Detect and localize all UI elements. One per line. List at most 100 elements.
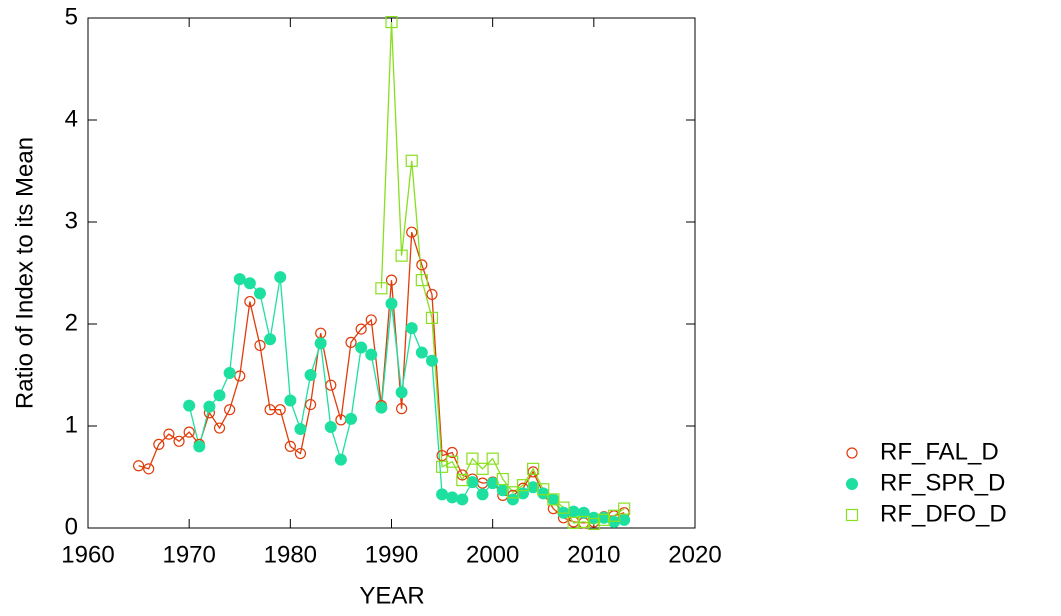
x-tick-label: 1960 [61, 541, 114, 568]
marker [577, 506, 590, 519]
y-tick-label: 2 [65, 309, 78, 336]
marker [183, 399, 196, 412]
marker [213, 389, 226, 402]
x-axis-label: YEAR [359, 582, 424, 609]
marker [587, 511, 600, 524]
marker [486, 452, 499, 465]
marker [486, 477, 499, 490]
marker [446, 491, 459, 504]
marker [304, 369, 317, 381]
marker [496, 472, 509, 486]
marker [396, 403, 408, 415]
y-tick-label: 5 [65, 3, 78, 30]
marker [846, 447, 858, 459]
marker [395, 386, 408, 399]
marker [153, 438, 165, 450]
marker [557, 501, 570, 514]
marker [385, 274, 398, 286]
marker [416, 259, 428, 271]
marker [345, 412, 358, 425]
marker [517, 487, 530, 500]
marker [425, 311, 439, 324]
marker [294, 447, 307, 460]
legend-label: RF_SPR_D [880, 469, 1005, 496]
marker [597, 513, 611, 526]
marker [163, 428, 175, 440]
y-tick-label: 3 [65, 207, 78, 234]
marker [527, 462, 540, 475]
marker [547, 493, 560, 506]
marker [203, 400, 216, 413]
marker [506, 486, 519, 499]
marker [846, 478, 858, 490]
y-axis-label: Ratio of Index to its Mean [11, 137, 38, 409]
y-tick-label: 4 [65, 105, 78, 132]
marker [253, 287, 266, 300]
marker [274, 404, 286, 416]
marker [456, 473, 469, 487]
marker [193, 440, 206, 453]
marker [436, 488, 449, 501]
y-tick-label: 0 [65, 513, 78, 540]
marker [365, 314, 377, 326]
legend-label: RF_FAL_D [880, 438, 999, 465]
marker [375, 282, 388, 295]
marker [618, 502, 631, 515]
marker [345, 336, 357, 348]
marker [496, 484, 509, 497]
marker [223, 366, 236, 379]
marker [587, 517, 600, 531]
marker [274, 271, 287, 284]
marker [395, 249, 408, 262]
marker [476, 462, 489, 475]
marker [334, 453, 347, 466]
x-tick-label: 2020 [668, 541, 721, 568]
marker [426, 288, 438, 301]
marker [385, 297, 398, 310]
marker [415, 274, 428, 287]
marker [547, 493, 560, 506]
marker [233, 273, 246, 286]
marker [436, 449, 448, 462]
marker [314, 337, 327, 350]
x-tick-label: 2000 [466, 541, 519, 568]
marker [254, 339, 266, 352]
marker [264, 333, 277, 346]
marker [294, 423, 307, 436]
x-tick-label: 1970 [162, 541, 215, 568]
marker [243, 277, 256, 290]
marker [355, 341, 368, 354]
x-tick-label: 1980 [264, 541, 317, 568]
marker [577, 515, 590, 528]
marker [213, 422, 226, 434]
marker [132, 460, 145, 472]
marker [405, 322, 418, 335]
marker [183, 426, 195, 438]
marker [143, 463, 155, 475]
marker [607, 509, 621, 522]
marker [466, 452, 479, 465]
marker [365, 348, 378, 361]
marker [415, 346, 428, 359]
marker [466, 476, 479, 489]
marker [516, 479, 530, 492]
marker [405, 154, 418, 167]
marker [304, 398, 317, 411]
marker [355, 323, 367, 335]
marker [284, 440, 296, 452]
marker [537, 483, 550, 496]
marker [567, 505, 580, 518]
marker [506, 493, 519, 506]
marker [406, 226, 418, 238]
marker [385, 15, 398, 29]
marker [325, 379, 337, 391]
x-tick-label: 1990 [365, 541, 418, 568]
x-tick-label: 2010 [567, 541, 620, 568]
marker [537, 487, 550, 500]
marker [618, 513, 631, 526]
marker [244, 295, 256, 308]
marker [324, 421, 337, 434]
marker [173, 435, 185, 447]
marker [527, 481, 540, 494]
marker [425, 354, 438, 367]
